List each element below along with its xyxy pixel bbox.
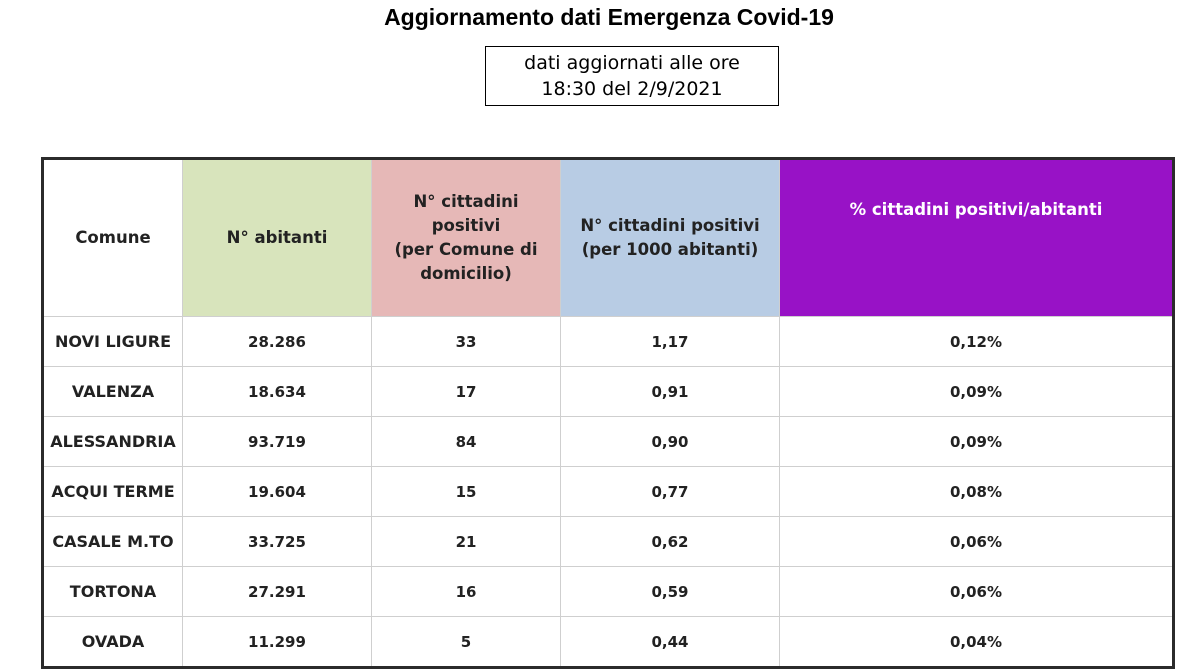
cell-comune: NOVI LIGURE [42,316,183,367]
cell-percentuale: 0,12% [779,316,1174,367]
cell-abitanti: 33.725 [182,516,372,567]
header-positivi-line: N° cittadini [413,192,519,211]
header-positivi-line: positivi [431,216,501,235]
cell-per-1000: 0,90 [560,416,780,467]
cell-percentuale: 0,08% [779,466,1174,517]
cell-per-1000: 0,77 [560,466,780,517]
cell-per-1000: 0,62 [560,516,780,567]
cell-positivi: 17 [371,366,561,417]
header-comune: Comune [42,158,183,317]
cell-positivi: 21 [371,516,561,567]
table-row: TORTONA 27.291 16 0,59 0,06% [42,566,1174,617]
page-title: Aggiornamento dati Emergenza Covid-19 [384,4,834,30]
table-row: CASALE M.TO 33.725 21 0,62 0,06% [42,516,1174,567]
cell-comune: VALENZA [42,366,183,417]
cell-per-1000: 0,91 [560,366,780,417]
cell-percentuale: 0,06% [779,516,1174,567]
update-line-1: dati aggiornati alle ore [524,52,740,74]
header-positivi-line: domicilio) [420,264,512,283]
cell-comune: OVADA [42,616,183,668]
cell-comune: ALESSANDRIA [42,416,183,467]
cell-comune: ACQUI TERME [42,466,183,517]
cell-positivi: 15 [371,466,561,517]
cell-percentuale: 0,09% [779,366,1174,417]
cell-abitanti: 28.286 [182,316,372,367]
cell-abitanti: 18.634 [182,366,372,417]
cell-positivi: 5 [371,616,561,668]
table-row: VALENZA 18.634 17 0,91 0,09% [42,366,1174,417]
covid-data-table: Comune N° abitanti N° cittadini positivi… [41,157,1175,669]
table-row: ACQUI TERME 19.604 15 0,77 0,08% [42,466,1174,517]
header-per-1000-line: (per 1000 abitanti) [581,240,759,259]
cell-positivi: 33 [371,316,561,367]
cell-per-1000: 1,17 [560,316,780,367]
cell-percentuale: 0,04% [779,616,1174,668]
table-row: OVADA 11.299 5 0,44 0,04% [42,616,1174,668]
update-timestamp-box: dati aggiornati alle ore 18:30 del 2/9/2… [485,46,779,106]
cell-abitanti: 93.719 [182,416,372,467]
cell-positivi: 16 [371,566,561,617]
header-positivi-line: (per Comune di [394,240,538,259]
cell-comune: TORTONA [42,566,183,617]
header-positivi: N° cittadini positivi (per Comune di dom… [371,158,561,317]
cell-percentuale: 0,09% [779,416,1174,467]
cell-per-1000: 0,59 [560,566,780,617]
cell-comune: CASALE M.TO [42,516,183,567]
cell-abitanti: 11.299 [182,616,372,668]
header-percentuale: % cittadini positivi/abitanti [779,158,1174,317]
header-per-1000: N° cittadini positivi (per 1000 abitanti… [560,158,780,317]
table-row: ALESSANDRIA 93.719 84 0,90 0,09% [42,416,1174,467]
table-row: NOVI LIGURE 28.286 33 1,17 0,12% [42,316,1174,367]
header-abitanti: N° abitanti [182,158,372,317]
cell-abitanti: 19.604 [182,466,372,517]
header-per-1000-line: N° cittadini positivi [580,216,760,235]
table-header-row: Comune N° abitanti N° cittadini positivi… [42,158,1174,317]
cell-positivi: 84 [371,416,561,467]
update-line-2: 18:30 del 2/9/2021 [541,78,723,100]
cell-abitanti: 27.291 [182,566,372,617]
cell-per-1000: 0,44 [560,616,780,668]
cell-percentuale: 0,06% [779,566,1174,617]
